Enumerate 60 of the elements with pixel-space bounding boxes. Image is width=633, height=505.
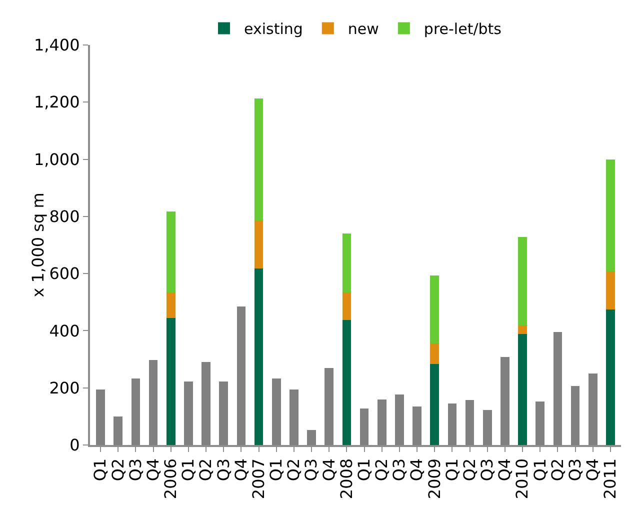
x-tick-label: Q2 <box>196 458 216 482</box>
x-tick-label: Q4 <box>583 458 602 482</box>
x-tick-label: Q4 <box>231 458 250 482</box>
x-tick-label: Q4 <box>319 458 338 482</box>
x-tick-label: Q4 <box>144 458 162 482</box>
x-tick-label: Q4 <box>407 458 426 482</box>
bar <box>254 220 264 268</box>
x-tick-label: Q2 <box>372 458 392 482</box>
bar <box>166 211 176 293</box>
x-tick-label: Q3 <box>565 458 584 482</box>
y-tick-label: 1,400 <box>34 36 80 55</box>
y-tick-label: 800 <box>49 207 80 226</box>
bar <box>518 334 527 445</box>
bar <box>166 292 176 318</box>
bar <box>254 98 264 221</box>
bar <box>166 318 176 445</box>
bar <box>606 159 615 272</box>
bar <box>430 344 440 364</box>
x-tick-label: Q1 <box>90 458 110 482</box>
legend-label: new <box>348 20 379 38</box>
bar <box>430 364 440 445</box>
x-tick-label: Q2 <box>548 458 567 482</box>
bar <box>606 271 615 310</box>
x-tick-label: 2009 <box>424 458 444 500</box>
legend-label: existing <box>244 20 303 38</box>
x-tick-label: Q3 <box>126 458 145 482</box>
bar <box>606 309 615 445</box>
bar <box>342 320 352 445</box>
x-tick-label: Q2 <box>284 458 304 482</box>
y-tick-label: 600 <box>49 264 80 284</box>
y-tick-label: 1,000 <box>34 150 80 169</box>
bar <box>254 268 264 445</box>
x-tick-label: Q1 <box>530 458 550 482</box>
x-tick-label: Q2 <box>108 458 128 482</box>
x-tick-label: 2010 <box>512 458 532 500</box>
x-tick-label: 2006 <box>161 458 180 500</box>
x-tick-label: Q1 <box>354 458 374 482</box>
x-tick-label: Q2 <box>460 458 479 482</box>
bar <box>342 234 352 293</box>
legend-label: pre-let/bts <box>424 20 502 38</box>
x-tick-label: Q4 <box>495 458 514 482</box>
bar <box>342 292 352 320</box>
x-tick-label: 2011 <box>600 458 620 500</box>
bar <box>518 237 527 326</box>
y-tick-label: 0 <box>70 436 80 455</box>
y-axis-title: x 1,000 sq m <box>28 192 48 298</box>
x-tick-label: Q3 <box>214 458 233 482</box>
y-tick-label: 200 <box>49 378 80 398</box>
x-tick-label: Q1 <box>442 458 462 482</box>
x-tick-label: 2007 <box>248 458 268 500</box>
x-tick-label: Q3 <box>302 458 321 482</box>
x-tick-label: Q1 <box>266 458 286 482</box>
x-tick-label: Q1 <box>178 458 198 482</box>
y-tick-label: 1,200 <box>34 92 80 112</box>
x-tick-label: Q3 <box>478 458 497 482</box>
bar <box>518 326 527 334</box>
x-tick-label: 2008 <box>336 458 356 500</box>
bar <box>430 276 440 344</box>
y-tick-label: 400 <box>49 321 80 340</box>
x-tick-label: Q3 <box>390 458 409 482</box>
